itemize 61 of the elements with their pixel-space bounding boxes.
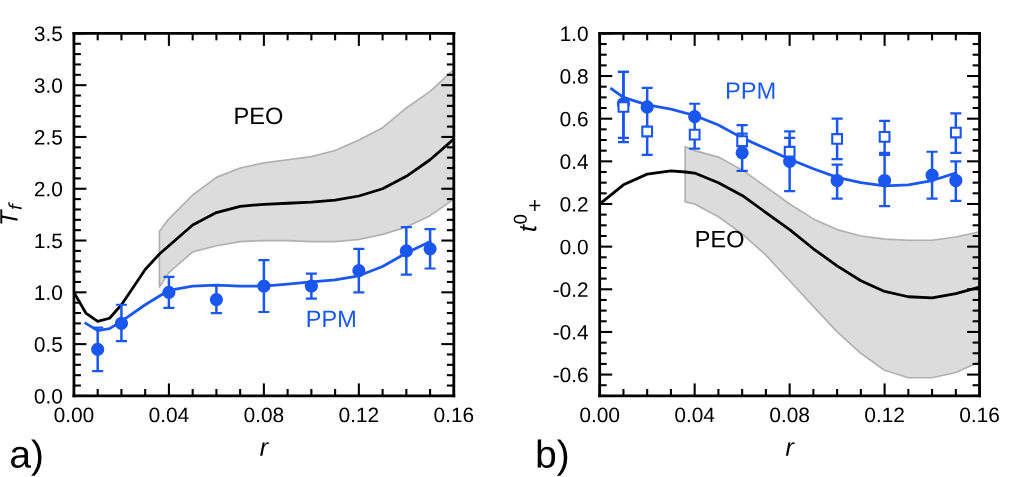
y-tick-label: 0.0 (560, 239, 588, 255)
x-axis-title: r (260, 442, 269, 456)
point (949, 173, 963, 188)
x-tick-label: 0.12 (865, 407, 904, 423)
series-label: PPM (307, 310, 355, 328)
point (830, 173, 844, 188)
point (640, 100, 654, 114)
text: b) (537, 439, 568, 476)
point (878, 173, 892, 188)
point (209, 292, 223, 307)
y-tick-label: -0.6 (553, 367, 588, 383)
point (423, 242, 437, 256)
point (878, 130, 891, 143)
point (257, 279, 271, 293)
point (162, 285, 176, 299)
series-label: PPM (726, 82, 775, 99)
y-tick-label: -0.2 (553, 282, 588, 298)
x-tick-label: 0.08 (244, 407, 284, 423)
point (114, 316, 129, 330)
point (352, 263, 366, 278)
point (949, 126, 962, 139)
y-tick-label: 3.0 (34, 78, 63, 93)
y-tick-label: 0.5 (34, 337, 62, 352)
point (91, 342, 105, 356)
y-tick-label: 2.5 (34, 129, 62, 145)
y-tick-label: 0.4 (560, 154, 588, 170)
series-label: PEO (696, 230, 744, 248)
y-axis-title: t$^{0}$$_{+}$ (513, 199, 541, 231)
y-tick-label: -0.4 (553, 324, 588, 340)
x-tick-label: 0.00 (580, 407, 620, 423)
y-tick-label: 1.0 (35, 285, 63, 301)
point (688, 128, 701, 141)
point (399, 244, 413, 258)
point (783, 145, 796, 158)
y-axis-title: T$_{f}$ (0, 202, 22, 224)
x-axis-title: r (785, 442, 795, 456)
text: a) (11, 439, 42, 476)
x-tick-label: 0.12 (339, 407, 379, 423)
point (641, 125, 654, 138)
x-tick-label: 0.00 (54, 407, 94, 423)
point (831, 133, 844, 145)
x-tick-label: 0.04 (675, 407, 715, 423)
point (735, 146, 749, 160)
point (617, 101, 630, 113)
y-tick-label: 3.5 (34, 26, 62, 42)
point (925, 168, 939, 182)
text: PEO (235, 107, 283, 125)
point (736, 135, 749, 147)
x-tick-label: 0.08 (770, 407, 809, 423)
y-tick-label: 0.0 (34, 388, 63, 404)
x-tick-label: 0.16 (960, 407, 999, 423)
y-tick-label: 2.0 (34, 181, 63, 197)
y-tick-label: 1.5 (35, 233, 62, 249)
x-tick-label: 0.04 (149, 407, 189, 423)
y-tick-label: 0.8 (560, 69, 588, 84)
point (304, 279, 318, 293)
x-tick-label: 0.16 (434, 407, 474, 423)
point (688, 109, 702, 124)
y-tick-label: 0.2 (560, 196, 588, 212)
y-tick-label: 1.0 (561, 26, 588, 42)
y-tick-label: 0.6 (560, 111, 588, 127)
